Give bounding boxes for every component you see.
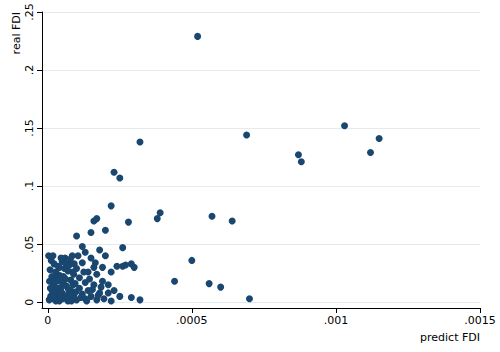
svg-text:.1: .1: [23, 181, 36, 192]
svg-text:.25: .25: [23, 3, 36, 21]
svg-text:0: 0: [23, 299, 36, 306]
svg-text:.15: .15: [23, 119, 36, 137]
svg-text:.001: .001: [324, 314, 349, 327]
svg-text:.2: .2: [23, 65, 36, 76]
svg-text:.0005: .0005: [176, 314, 208, 327]
svg-text:predict FDI: predict FDI: [420, 331, 480, 344]
svg-text:real FDI: real FDI: [10, 12, 23, 54]
svg-text:0: 0: [44, 314, 51, 327]
svg-text:.0015: .0015: [464, 314, 496, 327]
svg-text:.05: .05: [23, 235, 36, 253]
